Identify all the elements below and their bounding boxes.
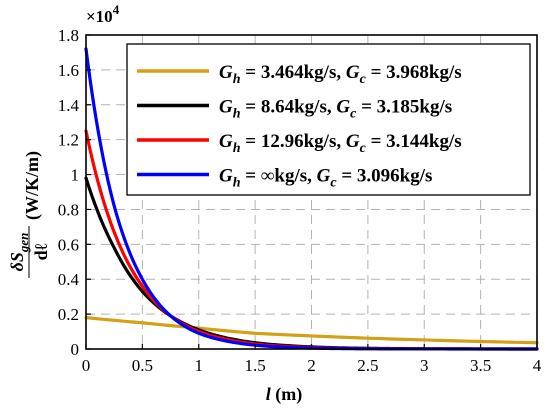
x-tick-label: 0 (82, 356, 91, 375)
series-line-1 (84, 316, 539, 345)
x-tick-label: 4 (533, 356, 542, 375)
svg-text:δSgen: δSgen (7, 233, 31, 272)
legend-entry-2: Gh = 8.64kg/s, Gc = 3.185kg/s (219, 97, 452, 122)
x-tick-label: 3.5 (470, 356, 491, 375)
y-tick-label: 0 (71, 340, 80, 359)
y-multiplier: ×104 (86, 2, 120, 26)
y-tick-label: 0.2 (58, 305, 79, 324)
svg-text:l (m): l (m) (266, 384, 303, 405)
legend-entry-3: Gh = 12.96kg/s, Gc = 3.144kg/s (219, 131, 462, 156)
y-tick-label: 1.4 (58, 96, 80, 115)
legend-box (126, 43, 531, 196)
ticks: 0 0.5 1 1.5 2 2.5 3 3.5 4 0 0.2 0.4 0.6 0.8 1 1.2 1.4 1.6… (58, 26, 542, 375)
legend-entry-4: Gh = ∞kg/s, Gc = 3.096kg/s (219, 166, 432, 191)
y-tick-label: 1.8 (58, 26, 79, 45)
y-tick-label: 0.6 (58, 235, 79, 254)
x-tick-label: 3 (420, 356, 429, 375)
y-tick-label: 0.8 (58, 200, 79, 219)
legend-entry-1: Gh = 3.464kg/s, Gc = 3.968kg/s (219, 62, 462, 87)
x-tick-label: 2.5 (357, 356, 378, 375)
x-tick-label: 1.5 (245, 356, 266, 375)
x-tick-label: 2 (307, 356, 316, 375)
y-axis-label: δSgen dℓ (W/K/m) (7, 151, 51, 278)
y-tick-label: 1.2 (58, 131, 79, 150)
x-tick-label: 1 (195, 356, 204, 375)
legend: Gh = 3.464kg/s, Gc = 3.968kg/s Gh = 8.64k… (126, 43, 531, 196)
svg-text:dℓ: dℓ (31, 243, 51, 260)
x-axis-label: l (m) (266, 384, 303, 405)
svg-text:(W/K/m): (W/K/m) (22, 151, 43, 220)
y-tick-label: 1.6 (58, 61, 79, 80)
y-tick-label: 0.4 (58, 270, 80, 289)
x-tick-label: 0.5 (132, 356, 153, 375)
y-tick-label: 1 (71, 166, 80, 185)
